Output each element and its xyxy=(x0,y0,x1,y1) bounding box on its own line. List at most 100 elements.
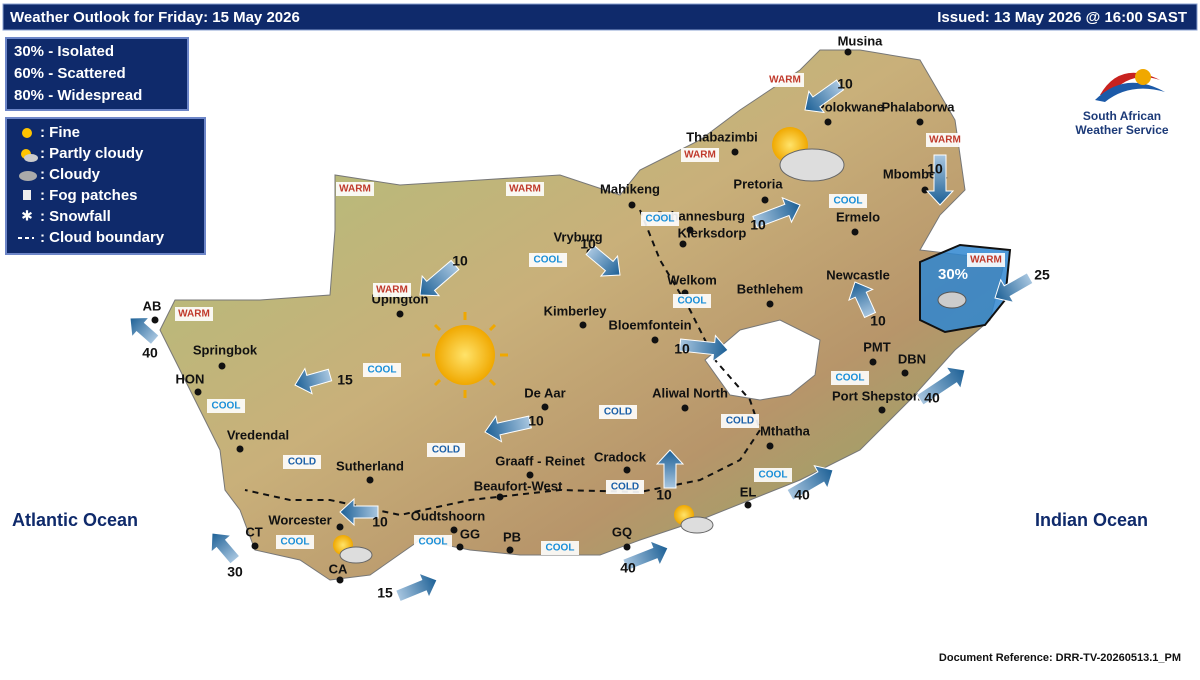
city-label: Mthatha xyxy=(760,423,811,438)
wind-arrow xyxy=(848,281,877,319)
city-dot xyxy=(901,369,909,377)
wind-arrow xyxy=(786,465,834,501)
legend-item: : Fog patches xyxy=(40,187,138,204)
temperature-box xyxy=(721,414,759,428)
city-dot xyxy=(679,240,687,248)
temperature-label: COLD xyxy=(288,457,316,468)
temperature-box xyxy=(283,455,321,469)
logo xyxy=(1095,69,1165,102)
legend-item: 60% - Scattered xyxy=(14,65,126,82)
temperature-box xyxy=(766,73,804,87)
legend-item: : Fine xyxy=(40,124,80,141)
wind-arrow xyxy=(585,244,621,277)
temperature-label: COOL xyxy=(419,537,448,548)
temperature-label: COLD xyxy=(604,407,632,418)
svg-text:✱: ✱ xyxy=(21,208,33,224)
city-dot xyxy=(218,362,226,370)
city-dot xyxy=(450,526,458,534)
city-dot xyxy=(761,196,769,204)
wind-speed: 10 xyxy=(837,76,853,92)
wind-speed: 15 xyxy=(377,585,393,601)
city-label: Cradock xyxy=(594,449,647,464)
wind-speed: 40 xyxy=(924,390,940,406)
city-label: Musina xyxy=(838,33,884,48)
wind-speed: 10 xyxy=(750,217,766,233)
legend-icons: ✱ xyxy=(19,128,38,224)
city-label: Beaufort-West xyxy=(474,478,563,493)
wind-speed: 10 xyxy=(580,236,596,252)
city-label: Sutherland xyxy=(336,458,404,473)
city-label: HON xyxy=(176,371,205,386)
temperature-label: WARM xyxy=(684,150,716,161)
temperature-box xyxy=(754,468,792,482)
wind-speed: 10 xyxy=(452,253,468,269)
temperature-box xyxy=(641,212,679,226)
temperature-label: COOL xyxy=(534,255,563,266)
city-label: Newcastle xyxy=(826,267,890,282)
wind-speed: 10 xyxy=(528,413,544,429)
temperature-box xyxy=(926,133,964,147)
issued: Issued: 13 May 2026 @ 16:00 SAST xyxy=(937,9,1187,26)
temperature-box xyxy=(427,443,465,457)
logo-text: South African xyxy=(1083,109,1161,123)
temperature-label: WARM xyxy=(929,135,961,146)
city-label: Aliwal North xyxy=(652,385,728,400)
wind-speed: 40 xyxy=(142,345,158,361)
city-dot xyxy=(651,336,659,344)
city-dot xyxy=(506,546,514,554)
temperature-box xyxy=(681,148,719,162)
city-label: Springbok xyxy=(193,342,258,357)
city-dot xyxy=(766,442,774,450)
city-dot xyxy=(869,358,877,366)
city-dot xyxy=(681,404,689,412)
ocean-label: Indian Ocean xyxy=(1035,510,1148,530)
wind-arrow xyxy=(129,316,160,346)
city-label: Phalaborwa xyxy=(882,99,956,114)
temperature-box xyxy=(829,194,867,208)
wind-speed: 15 xyxy=(337,372,353,388)
city-dot xyxy=(496,493,504,501)
temperature-label: COOL xyxy=(836,373,865,384)
city-label: Kimberley xyxy=(544,303,608,318)
legend-item: : Cloud boundary xyxy=(40,229,165,246)
temperature-box xyxy=(373,283,411,297)
city-label: Vryburg xyxy=(553,229,602,244)
legend-item: : Snowfall xyxy=(40,208,111,225)
wind-speed: 10 xyxy=(656,487,672,503)
city-dot xyxy=(236,445,244,453)
wind-arrow xyxy=(339,497,379,527)
temperature-label: WARM xyxy=(178,309,210,320)
city-label: Vredendal xyxy=(227,427,289,442)
city-dot xyxy=(251,542,259,550)
city-dot xyxy=(878,406,886,414)
city-dot xyxy=(744,501,752,509)
temperature-box xyxy=(506,182,544,196)
wind-arrow xyxy=(678,334,729,363)
wind-arrow xyxy=(419,259,460,297)
wind-arrow xyxy=(210,532,241,565)
temperature-label: WARM xyxy=(339,184,371,195)
temperature-label: COLD xyxy=(432,445,460,456)
city-label: Pretoria xyxy=(733,176,783,191)
city-dot xyxy=(628,201,636,209)
city-dot xyxy=(623,543,631,551)
city-label: Port Shepstone xyxy=(832,388,928,403)
city-dot xyxy=(396,310,404,318)
temperature-box xyxy=(276,535,314,549)
temperature-box xyxy=(207,399,245,413)
temperature-label: COOL xyxy=(368,365,397,376)
city-dot xyxy=(456,543,464,551)
temperature-label: COOL xyxy=(281,537,310,548)
temperature-box xyxy=(414,535,452,549)
temperature-label: COOL xyxy=(212,401,241,412)
temperature-box xyxy=(175,307,213,321)
wind-arrow xyxy=(655,449,685,489)
city-label: CT xyxy=(245,524,262,539)
wind-arrow xyxy=(395,572,438,603)
city-dot xyxy=(851,228,859,236)
city-label: Bethlehem xyxy=(737,281,803,296)
legend-item: : Cloudy xyxy=(40,166,101,183)
temperature-label: COOL xyxy=(546,543,575,554)
